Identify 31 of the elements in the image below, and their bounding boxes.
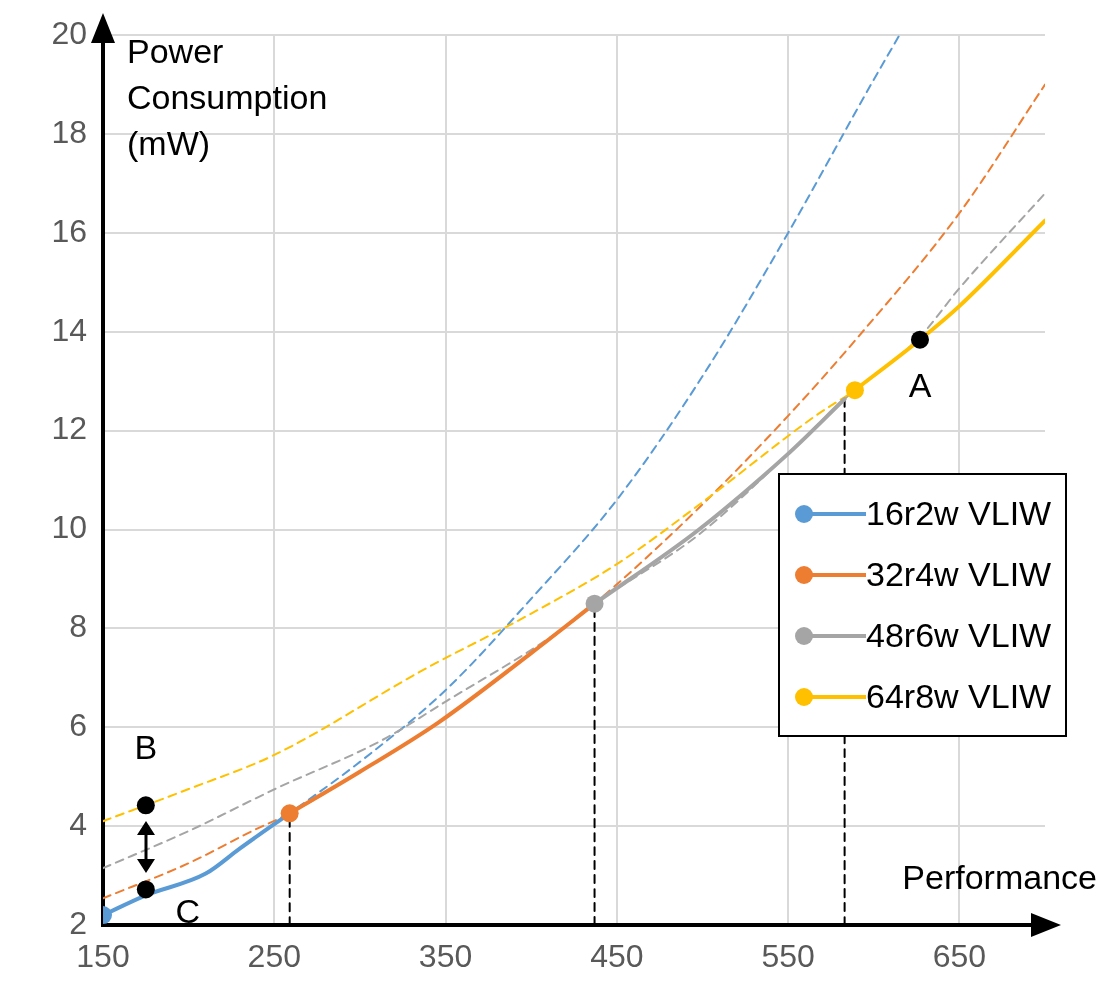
annotation: C — [175, 892, 201, 931]
annotation: A — [908, 365, 932, 404]
y-tick-label: 14 — [51, 311, 87, 348]
x-tick-label: 550 — [761, 938, 815, 975]
x-tick-label: 150 — [76, 938, 130, 975]
y-tick-label: 10 — [51, 509, 87, 546]
y-tick-label: 4 — [69, 805, 87, 842]
x-tick-label: 250 — [247, 938, 301, 975]
x-tick-label: 650 — [932, 938, 987, 975]
y-tick-label: 20 — [51, 15, 87, 52]
y-tick-label: 2 — [69, 904, 87, 941]
y-tick-label: 16 — [51, 212, 87, 249]
legend-label: 16r2w VLIW — [866, 494, 1052, 533]
point — [585, 594, 604, 613]
legend-label: 32r4w VLIW — [866, 555, 1052, 594]
legend-label: 64r8w VLIW — [866, 677, 1052, 716]
y-tick-label: 8 — [69, 608, 87, 645]
x-axis-title: Performance — [902, 857, 1097, 898]
point — [910, 330, 929, 349]
point — [136, 796, 155, 815]
point — [136, 880, 155, 899]
y-axis-title: Power Consumption (mW) — [127, 31, 329, 164]
x-tick-label: 450 — [590, 938, 644, 975]
y-tick-label: 12 — [51, 410, 87, 447]
x-tick-label: 350 — [418, 938, 473, 975]
y-tick-label: 6 — [69, 707, 87, 744]
point — [845, 381, 864, 400]
y-tick-label: 18 — [51, 113, 87, 150]
point — [280, 804, 299, 823]
legend-label: 48r6w VLIW — [866, 616, 1052, 655]
annotation: B — [134, 728, 158, 767]
